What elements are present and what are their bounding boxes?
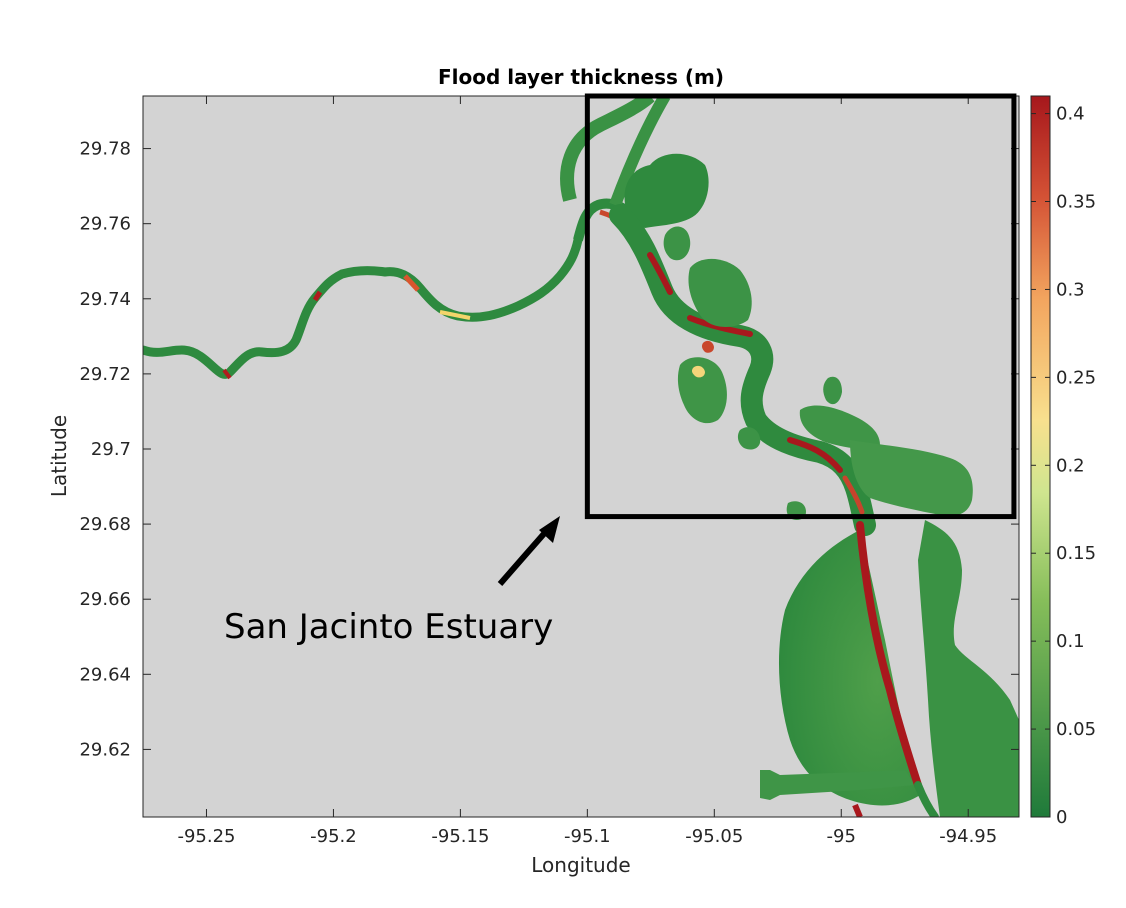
flood-map (143, 96, 1019, 817)
y-tick-label: 29.76 (79, 214, 131, 235)
colorbar-tick-label: 0.15 (1056, 543, 1096, 564)
axes-frame (142, 95, 1020, 818)
x-tick-label: -95.05 (685, 826, 743, 847)
north-basin (624, 153, 709, 228)
side-lake (799, 405, 880, 449)
upstream-channel (143, 235, 583, 379)
channel-hotspot (439, 310, 471, 320)
ship-channel (914, 781, 939, 817)
side-lake (688, 258, 752, 327)
colorbar (1030, 95, 1051, 818)
north-channel (609, 96, 671, 208)
colorbar-tick-label: 0 (1056, 807, 1067, 828)
y-tick-label: 29.74 (79, 289, 131, 310)
y-tick-label: 29.7 (91, 439, 131, 460)
north-channel (560, 96, 655, 202)
side-lake (701, 340, 714, 353)
colorbar-tick-label: 0.3 (1056, 279, 1085, 300)
y-tick-label: 29.62 (79, 739, 131, 760)
annotation-arrowhead (539, 516, 560, 543)
bay-strip (760, 770, 915, 800)
colorbar-tick-label: 0.05 (1056, 719, 1096, 740)
channel-hotspot (222, 368, 232, 380)
annotation-arrow (497, 526, 552, 586)
bay-west (778, 530, 920, 806)
y-tick-label: 29.78 (79, 139, 131, 160)
chart-title: Flood layer thickness (m) (438, 65, 724, 89)
y-axis-ticks: 29.62 29.64 29.66 29.68 29.7 29.72 29.74 29.76 2… (79, 139, 1019, 760)
side-lake (737, 427, 761, 450)
main-channel (609, 204, 876, 536)
channel-hotspot (852, 803, 863, 817)
x-tick-label: -94.95 (939, 826, 997, 847)
annotation-label: San Jacinto Estuary (224, 607, 553, 647)
main-channel-core (687, 315, 753, 337)
side-lake (850, 440, 973, 517)
colorbar-ticks: 0 0.05 0.1 0.15 0.2 0.25 0.3 0.35 0.4 (1031, 104, 1096, 828)
colorbar-tick-label: 0.25 (1056, 367, 1096, 388)
main-channel-core (647, 252, 673, 295)
side-lake (663, 226, 691, 261)
bay-east (918, 520, 1019, 817)
main-channel-core (842, 475, 865, 515)
y-tick-label: 29.68 (79, 514, 131, 535)
x-axis-label: Longitude (531, 853, 630, 877)
main-channel-core (787, 437, 843, 473)
side-lake (677, 357, 727, 424)
x-axis-ticks: -95.25 -95.2 -95.15 -95.1 -95.05 -95 -94.95 (177, 96, 997, 847)
colorbar-tick-label: 0.1 (1056, 631, 1085, 652)
colorbar-tick-label: 0.2 (1056, 455, 1085, 476)
y-axis-label: Latitude (47, 415, 71, 497)
colorbar-tick-label: 0.4 (1056, 104, 1085, 125)
y-tick-label: 29.64 (79, 664, 131, 685)
x-tick-label: -95.15 (431, 826, 489, 847)
channel-hotspot (312, 290, 323, 302)
x-tick-label: -95.25 (177, 826, 235, 847)
y-tick-label: 29.72 (79, 364, 131, 385)
channel-hotspot (403, 274, 420, 292)
side-lake (823, 376, 842, 405)
side-lake (691, 365, 705, 378)
x-tick-label: -95.2 (310, 826, 357, 847)
x-tick-label: -95.1 (564, 826, 611, 847)
ship-channel (856, 521, 922, 789)
y-tick-label: 29.66 (79, 589, 131, 610)
colorbar-tick-label: 0.35 (1056, 192, 1096, 213)
x-tick-label: -95 (827, 826, 856, 847)
highlight-box (584, 93, 1017, 520)
